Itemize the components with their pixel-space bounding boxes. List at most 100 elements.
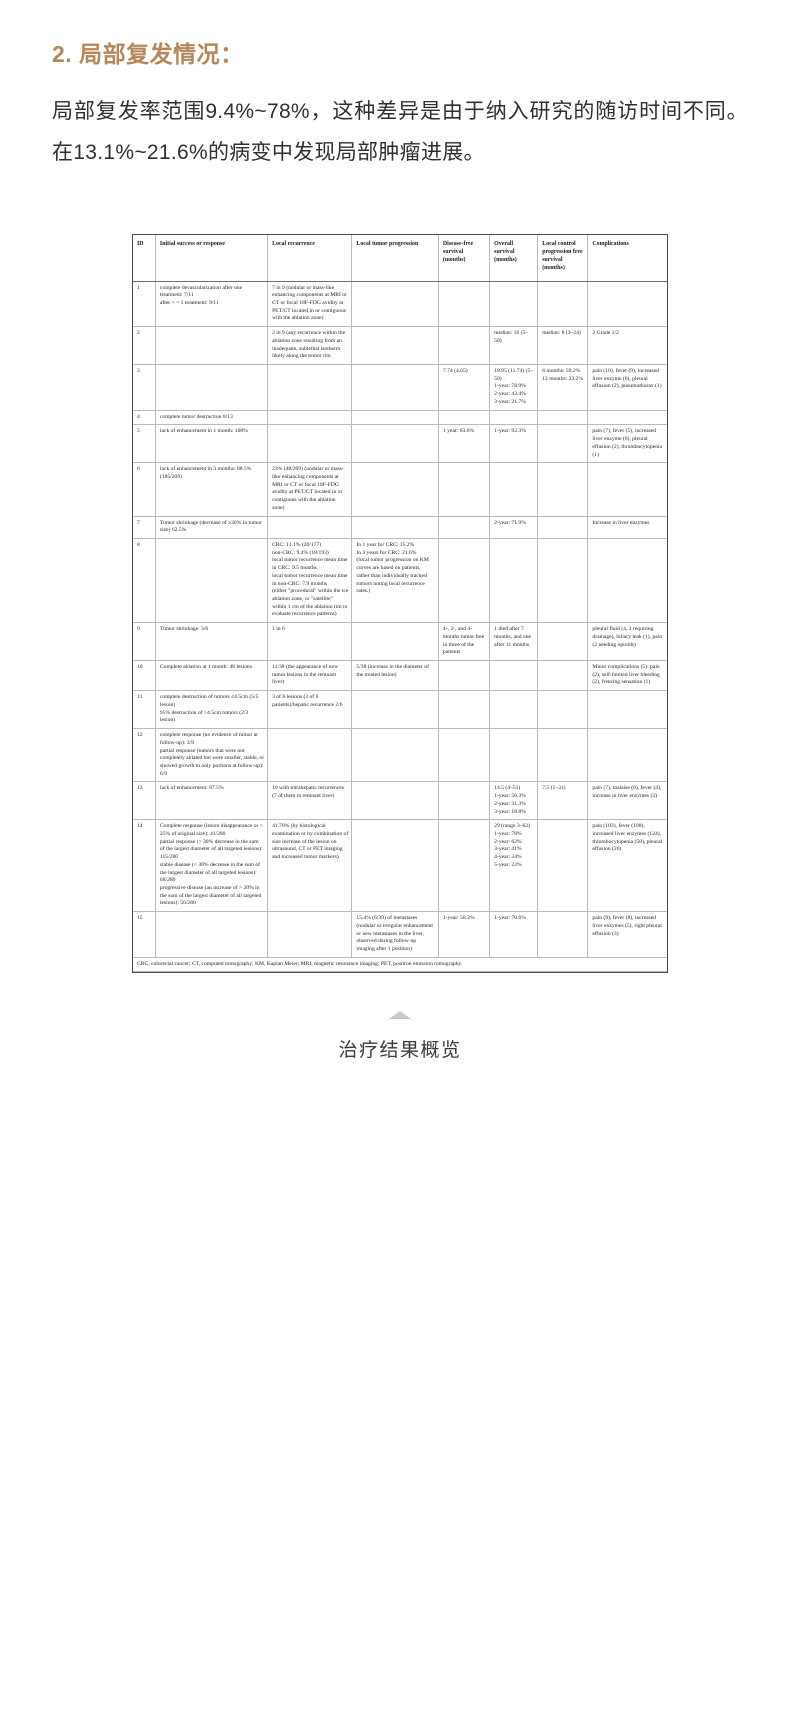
cell-overall-survival (489, 410, 539, 426)
table-row: 13 lack of enhancement: 87.5% 10 with intr… (133, 781, 667, 821)
treatment-outcomes-table: ID Initial success or response Local rec… (133, 235, 667, 973)
cell-local-tumor-progression: 5/38 (increase in the diameter of the tr… (351, 660, 439, 692)
cell-overall-survival: median: 16 (5–50) (489, 326, 539, 366)
cell-local-tumor-progression (351, 462, 439, 517)
cell-local-control-pfs: 6 months: 59.2% 12 months: 23.2% (537, 364, 589, 411)
cell-local-recurrence: 2 in 9 (any recurrence within the ablati… (267, 326, 353, 366)
figure-caption-block: 治疗结果概览 (0, 1011, 800, 1062)
cell-local-tumor-progression (351, 281, 439, 328)
table-row: 14 Complete response (lesion disappearanc… (133, 819, 667, 913)
cell-initial-success (155, 326, 269, 366)
cell-local-tumor-progression (351, 516, 439, 539)
cell-complications: pain (7), malaise (6), fever (4), increa… (587, 781, 667, 821)
table-row: 4 complete tumor destruction 8/13 (133, 410, 667, 426)
column-header-local-tumor-progression: Local tumor progression (351, 235, 439, 282)
cell-local-tumor-progression (351, 690, 439, 730)
cell-complications: 2 Grade 1/2 (587, 326, 667, 366)
table-row: 15 15.4% (6/39) of metastases (nodular or… (133, 911, 667, 958)
table-row: 11 complete destruction of tumors ≤4.5cm … (133, 690, 667, 730)
cell-id: 13 (133, 781, 156, 821)
cell-initial-success: complete response (no evidence of tumor … (155, 728, 269, 783)
cell-initial-success: complete devascularization after one tre… (155, 281, 269, 328)
cell-local-control-pfs (537, 424, 589, 464)
cell-local-recurrence: 10 with intrahepatic recurrences (7 of t… (267, 781, 353, 821)
cell-disease-free-survival (438, 819, 491, 913)
cell-overall-survival (489, 281, 539, 328)
cell-disease-free-survival (438, 516, 491, 539)
cell-complications: pain (9), fever (8), increased liver enz… (587, 911, 667, 958)
cell-id: 15 (133, 911, 156, 958)
cell-local-recurrence (267, 516, 353, 539)
table-row: 6 lack of enhancement in 3 months: 88.5% … (133, 462, 667, 517)
cell-local-control-pfs (537, 538, 589, 624)
table-row: 3 7.74 (4.65) 18.95 (11.74) (5–50) 1-year:… (133, 364, 667, 411)
cell-overall-survival: 18.95 (11.74) (5–50) 1-year: 78.9% 2-yea… (489, 364, 539, 411)
cell-disease-free-survival (438, 281, 491, 328)
cell-local-control-pfs: 7.5 (1–31) (537, 781, 589, 821)
cell-initial-success: Complete ablation at 1 month: 48 lesions (155, 660, 269, 692)
cell-disease-free-survival (438, 728, 491, 783)
table-row: 1 complete devascularization after one tr… (133, 281, 667, 328)
column-header-complications: Complications (587, 235, 667, 282)
article-body: 2. 局部复发情况： 局部复发率范围9.4%~78%，这种差异是由于纳入研究的随… (0, 0, 800, 174)
cell-id: 11 (133, 690, 156, 730)
table-row: 10 Complete ablation at 1 month: 48 lesio… (133, 660, 667, 692)
column-header-overall-survival: Overall survival (months) (489, 235, 539, 282)
cell-complications (587, 462, 667, 517)
body-paragraph: 局部复发率范围9.4%~78%，这种差异是由于纳入研究的随访时间不同。在13.1… (52, 100, 748, 165)
cell-disease-free-survival (438, 781, 491, 821)
table-row: 8 CRC: 11.1% (20/177) non-CRC: 9.4% (18/1… (133, 538, 667, 624)
cell-local-recurrence (267, 364, 353, 411)
cell-id: 12 (133, 728, 156, 783)
cell-local-control-pfs (537, 660, 589, 692)
cell-local-control-pfs (537, 690, 589, 730)
cell-complications: pain (103), fever (108), increased liver… (587, 819, 667, 913)
cell-local-control-pfs (537, 622, 589, 662)
cell-disease-free-survival (438, 462, 491, 517)
cell-local-tumor-progression (351, 781, 439, 821)
results-table-container: ID Initial success or response Local rec… (132, 234, 668, 974)
cell-disease-free-survival (438, 660, 491, 692)
cell-overall-survival (489, 660, 539, 692)
cell-id: 7 (133, 516, 156, 539)
cell-local-tumor-progression (351, 819, 439, 913)
cell-initial-success: lack of enhancement: 87.5% (155, 781, 269, 821)
cell-overall-survival (489, 728, 539, 783)
cell-local-control-pfs (537, 410, 589, 426)
figure-caption: 治疗结果概览 (338, 1040, 462, 1062)
cell-initial-success: Complete response (lesion disappearance … (155, 819, 269, 913)
bottom-spacer (0, 1062, 800, 1110)
cell-initial-success (155, 538, 269, 624)
cell-initial-success: complete destruction of tumors ≤4.5cm (5… (155, 690, 269, 730)
cell-overall-survival: 1-year: 70.6% (489, 911, 539, 958)
cell-initial-success: lack of enhancement in 3 months: 88.5% (… (155, 462, 269, 517)
column-header-local-control-pfs: Local control progression free survival … (537, 235, 589, 282)
cell-disease-free-survival: 1-year: 58.3% (438, 911, 491, 958)
cell-initial-success: Tumor shrinkage (decrease of ≥30% in tum… (155, 516, 269, 539)
cell-disease-free-survival (438, 538, 491, 624)
cell-complications (587, 538, 667, 624)
cell-id: 3 (133, 364, 156, 411)
cell-local-tumor-progression (351, 364, 439, 411)
cell-complications: Increase in liver enzymes (587, 516, 667, 539)
cell-local-control-pfs (537, 728, 589, 783)
cell-id: 2 (133, 326, 156, 366)
column-header-initial-success: Initial success or response (155, 235, 269, 282)
cell-initial-success (155, 911, 269, 958)
cell-disease-free-survival: 4-, 2-, and 4-months tumor free in three… (438, 622, 491, 662)
cell-id: 10 (133, 660, 156, 692)
cell-initial-success: complete tumor destruction 8/13 (155, 410, 269, 426)
cell-local-control-pfs (537, 911, 589, 958)
cell-local-tumor-progression (351, 424, 439, 464)
cell-id: 5 (133, 424, 156, 464)
section-heading: 2. 局部复发情况： (52, 41, 244, 67)
column-header-disease-free-survival: Disease-free survival (months) (438, 235, 491, 282)
column-header-id: ID (133, 235, 156, 282)
cell-initial-success: lack of enhancement in 1 month: 100% (155, 424, 269, 464)
cell-overall-survival: 1-year: 92.3% (489, 424, 539, 464)
table-header-row: ID Initial success or response Local rec… (133, 235, 667, 282)
cell-complications: Minor complications (5): pain (2), self-… (587, 660, 667, 692)
cell-disease-free-survival: 1 year: 63.6% (438, 424, 491, 464)
table-row: 7 Tumor shrinkage (decrease of ≥30% in tu… (133, 516, 667, 539)
cell-local-recurrence (267, 410, 353, 426)
